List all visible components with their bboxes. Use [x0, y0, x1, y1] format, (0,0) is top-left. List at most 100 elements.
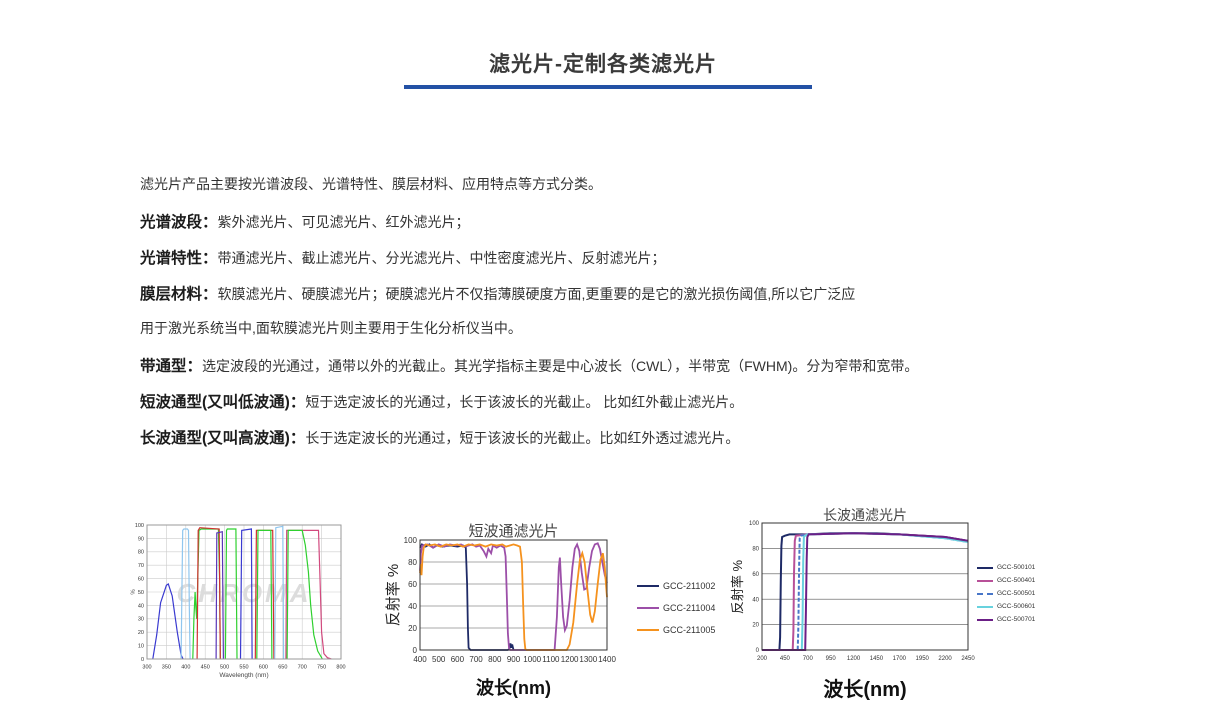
x-tick-label: 700 — [803, 656, 814, 662]
chart-title: 长波通滤光片 — [823, 507, 907, 523]
legend-line-swatch — [977, 618, 993, 621]
paragraph-label: 带通型： — [140, 358, 203, 375]
paragraph-label: 光谱波段： — [140, 214, 218, 231]
paragraph-text: 滤光片产品主要按光谱波段、光谱特性、膜层材料、应用特点等方式分类。 — [140, 176, 602, 192]
y-tick-label: 20 — [752, 623, 759, 629]
x-tick-label: 1700 — [893, 656, 907, 662]
paragraph-text: 带通滤光片、截止滤光片、分光滤光片、中性密度滤光片、反射滤光片； — [217, 250, 666, 266]
paragraph-text: 用于激光系统当中,面软膜滤光片则主要用于生化分析仪当中。 — [140, 320, 522, 336]
longpass-filter-plot: 200 450 700 950 1200 1450 1700 1950 2200 2450 0 20 4… — [749, 521, 975, 662]
paragraph-coating-material: 膜层材料：软膜滤光片、硬膜滤光片；硬膜滤光片不仅指薄膜硬度方面,更重要的是它的激… — [140, 282, 855, 304]
paragraph-label: 光谱特性： — [140, 250, 218, 267]
legend-line-swatch — [637, 629, 659, 631]
x-tick-label: 600 — [451, 655, 465, 664]
y-tick-label: 80 — [138, 550, 144, 556]
x-tick-label: 200 — [757, 656, 768, 662]
series-line — [215, 530, 224, 660]
chart-title: 短波通滤光片 — [468, 523, 559, 540]
series-line — [286, 529, 323, 660]
y-tick-label: 20 — [138, 630, 144, 636]
title-underline-divider — [404, 85, 812, 89]
x-tick-label: 700 — [298, 665, 307, 671]
paragraph-coating-material-cont: 用于激光系统当中,面软膜滤光片则主要用于生化分析仪当中。 — [140, 318, 522, 338]
legend-item: GCC-211005 — [637, 624, 715, 636]
y-tick-label: 0 — [141, 657, 144, 663]
x-tick-label: 600 — [259, 665, 268, 671]
x-tick-label: 400 — [413, 655, 427, 664]
series-line — [239, 528, 253, 660]
x-tick-label: 1200 — [561, 655, 579, 664]
legend-label: GCC-211004 — [663, 603, 716, 613]
series-line — [152, 583, 184, 660]
paragraph-text: 软膜滤光片、硬膜滤光片；硬膜滤光片不仅指薄膜硬度方面,更重要的是它的激光损伤阈值… — [217, 286, 856, 302]
y-tick-label: 60 — [752, 572, 759, 578]
y-tick-label: 100 — [749, 521, 760, 527]
shortpass-filter-chart: 短波通滤光片 400 500 600 700 800 900 1000 1100 1200 130… — [378, 516, 723, 706]
series-line — [256, 529, 273, 660]
legend-label: GCC-211002 — [663, 581, 716, 591]
plot-area — [420, 540, 607, 650]
x-tick-label: 800 — [336, 665, 345, 671]
series-line — [196, 527, 221, 660]
series-line — [274, 525, 285, 660]
x-tick-label: 500 — [432, 655, 446, 664]
y-axis-label: 反射率 % — [385, 563, 402, 627]
legend-label: GCC-500601 — [997, 603, 1036, 610]
plot-border — [761, 522, 969, 651]
x-tick-label: 2450 — [961, 656, 975, 662]
x-tick-label: 300 — [142, 665, 151, 671]
x-axis-label: Wavelength (nm) — [219, 672, 269, 679]
series-line — [180, 528, 191, 660]
y-tick-label: 0 — [756, 648, 760, 654]
y-tick-label: 90 — [138, 536, 144, 542]
legend-label: GCC-211005 — [663, 625, 716, 635]
legend-line-swatch — [977, 592, 993, 595]
x-tick-label: 400 — [181, 665, 190, 671]
multiband-filter-chart: CHROMA 300 350 400 450 500 550 600 650 700 750 800 0… — [131, 512, 347, 692]
y-tick-label: 40 — [408, 602, 417, 611]
y-tick-label: 80 — [752, 547, 759, 553]
plot-border — [419, 539, 608, 651]
paragraph-text: 选定波段的光通过，通带以外的光截止。其光学指标主要是中心波长（CWL），半带宽（… — [202, 358, 919, 374]
y-tick-label: 0 — [413, 646, 418, 655]
x-tick-label: 1000 — [523, 655, 541, 664]
y-tick-label: 40 — [138, 603, 144, 609]
chart-legend: GCC-211002 GCC-211004 GCC-211005 — [637, 580, 715, 646]
y-tick-label: 40 — [752, 597, 759, 603]
paragraph-label: 膜层材料： — [140, 286, 218, 303]
legend-label: GCC-500101 — [997, 564, 1036, 571]
x-tick-label: 1300 — [579, 655, 597, 664]
y-axis-label: % — [131, 589, 137, 595]
paragraph-text: 紫外滤光片、可见滤光片、红外滤光片； — [217, 214, 470, 230]
longpass-filter-chart: 长波通滤光片 200 450 700 950 1200 1450 1700 1950 2200 2… — [730, 503, 1055, 703]
legend-line-swatch — [977, 579, 993, 582]
legend-line-swatch — [637, 607, 659, 609]
legend-item: GCC-500701 — [977, 615, 1035, 624]
legend-item: GCC-500401 — [977, 576, 1035, 585]
paragraph-shortpass: 短波通型(又叫低波通)：短于选定波长的光通过，长于该波长的光截止。 比如红外截止… — [140, 390, 743, 412]
legend-item: GCC-500601 — [977, 602, 1035, 611]
legend-label: GCC-500501 — [997, 590, 1036, 597]
x-tick-label: 450 — [201, 665, 210, 671]
x-axis-label: 波长(nm) — [476, 678, 551, 698]
x-axis-label: 波长(nm) — [823, 679, 907, 701]
x-tick-label: 1950 — [916, 656, 930, 662]
paragraph-text: 长于选定波长的光通过，短于该波长的光截止。比如红外透过滤光片。 — [305, 430, 740, 446]
legend-label: GCC-500401 — [997, 577, 1036, 584]
x-tick-label: 750 — [317, 665, 326, 671]
series-line — [419, 543, 608, 651]
intro-paragraph: 滤光片产品主要按光谱波段、光谱特性、膜层材料、应用特点等方式分类。 — [140, 174, 602, 194]
y-tick-label: 100 — [135, 523, 144, 529]
paragraph-spectral-band: 光谱波段：紫外滤光片、可见滤光片、红外滤光片； — [140, 210, 470, 232]
paragraph-text: 短于选定波长的光通过，长于该波长的光截止。 比如红外截止滤光片。 — [305, 394, 744, 410]
paragraph-bandpass: 带通型：选定波段的光通过，通带以外的光截止。其光学指标主要是中心波长（CWL），… — [140, 354, 918, 376]
legend-item: GCC-500501 — [977, 589, 1035, 598]
legend-label: GCC-500701 — [997, 616, 1036, 623]
x-tick-label: 450 — [780, 656, 791, 662]
y-tick-label: 60 — [408, 580, 417, 589]
x-tick-label: 2200 — [938, 656, 952, 662]
x-tick-label: 1450 — [870, 656, 884, 662]
legend-item: GCC-500101 — [977, 563, 1035, 572]
y-tick-label: 100 — [404, 536, 418, 545]
